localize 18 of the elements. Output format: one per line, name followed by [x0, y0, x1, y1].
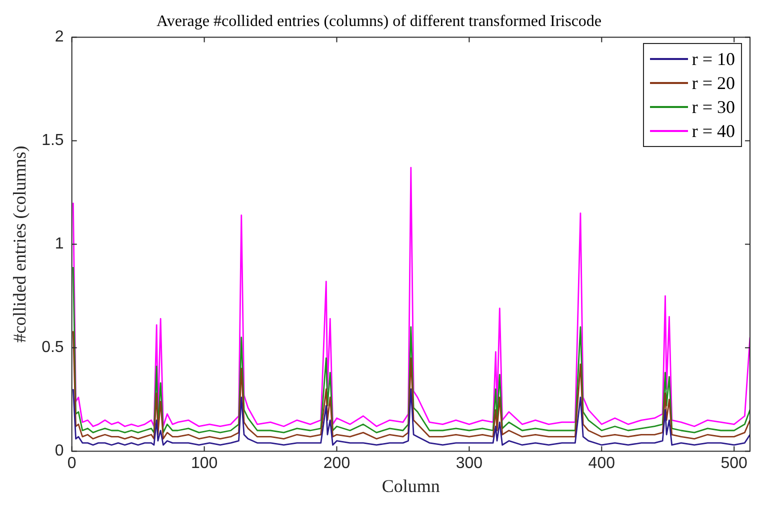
- y-tick-label: 1.5: [42, 132, 64, 150]
- y-tick-label: 2: [54, 28, 64, 46]
- x-axis-title: Column: [382, 476, 440, 496]
- x-tick-label: 200: [323, 455, 350, 472]
- legend-label: r = 30: [692, 96, 735, 120]
- x-tick-label: 400: [588, 455, 616, 472]
- x-tick-label: 500: [720, 455, 748, 472]
- y-axis-title: #collided entries (columns): [10, 146, 30, 343]
- chart-title: Average #collided entries (columns) of different transformed Iriscode: [156, 12, 602, 30]
- legend-label: r = 10: [692, 48, 735, 72]
- legend-label: r = 40: [692, 120, 735, 144]
- y-tick-label: 0: [54, 442, 64, 460]
- y-tick-label: 1: [54, 236, 64, 253]
- x-tick-label: 300: [456, 455, 483, 472]
- x-tick-label: 100: [190, 455, 218, 472]
- x-tick-label: 0: [67, 455, 76, 472]
- legend-label: r = 20: [692, 72, 735, 96]
- y-tick-label: 0.5: [42, 339, 64, 356]
